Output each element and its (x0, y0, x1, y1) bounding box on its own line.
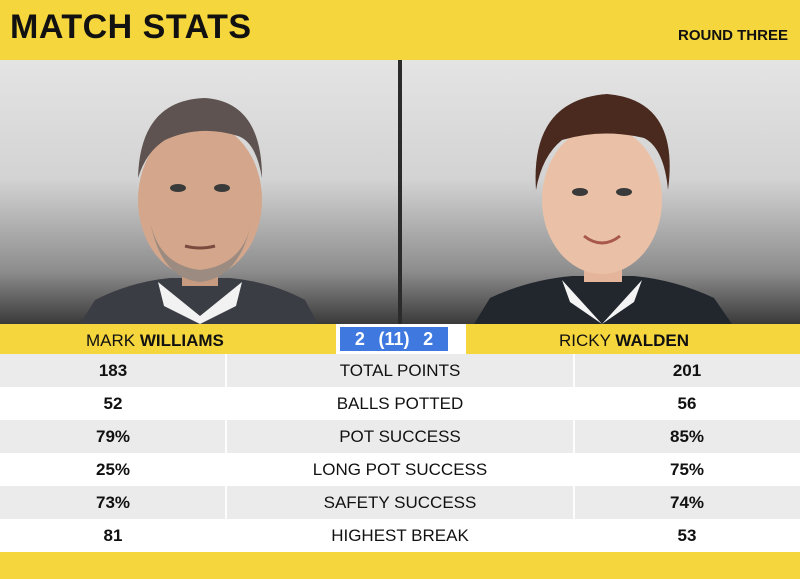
player-right-last-name: WALDEN (615, 331, 690, 350)
stat-right-value: 85% (669, 426, 705, 446)
player-left-first-name: MARK (86, 331, 136, 350)
player-left-portrait (80, 98, 318, 324)
stat-label: HIGHEST BREAK (331, 525, 469, 545)
player-right-name: RICKY WALDEN (559, 331, 689, 351)
player-left-name: MARK WILLIAMS (86, 331, 224, 351)
stat-row: 52 BALLS POTTED 56 (0, 387, 800, 420)
stat-right-value: 74% (669, 492, 705, 512)
stat-left-value: 73% (95, 492, 131, 512)
player-right-photo (402, 60, 800, 324)
stat-left-value: 25% (95, 459, 131, 479)
stat-left-value: 81 (103, 525, 123, 545)
stat-label: POT SUCCESS (339, 426, 461, 446)
stat-label: TOTAL POINTS (339, 360, 461, 380)
stats-table: 183 TOTAL POINTS 201 52 BALLS POTTED 56 … (0, 354, 800, 552)
player-right-first-name: RICKY (559, 331, 611, 350)
stat-right-value: 75% (669, 459, 705, 479)
stat-left-value: 52 (103, 393, 123, 413)
column-divider (225, 354, 227, 552)
score-left: 2 (354, 328, 365, 349)
score-box: 2 (11) 2 (336, 324, 466, 354)
stat-label: LONG POT SUCCESS (312, 459, 488, 479)
header-bar: MATCH STATS ROUND THREE (0, 0, 800, 60)
footer-bar (0, 552, 800, 579)
player-photos (0, 60, 800, 324)
column-divider (573, 354, 575, 552)
player-left-photo (0, 60, 398, 324)
round-label: ROUND THREE (677, 27, 788, 44)
stat-row: 183 TOTAL POINTS 201 (0, 354, 800, 387)
page-title: MATCH STATS (10, 8, 252, 46)
stat-right-value: 56 (677, 393, 697, 413)
photo-divider (398, 60, 402, 324)
stat-label: BALLS POTTED (336, 393, 464, 413)
stat-row: 73% SAFETY SUCCESS 74% (0, 486, 800, 519)
stat-row: 79% POT SUCCESS 85% (0, 420, 800, 453)
player-left-last-name: WILLIAMS (139, 331, 224, 350)
stat-label: SAFETY SUCCESS (323, 492, 477, 512)
player-right-portrait (474, 94, 732, 324)
stat-right-value: 201 (672, 360, 702, 380)
score-display: 2 (11) 2 (340, 327, 448, 351)
score-right: 2 (423, 328, 434, 349)
score-frames: (11) (378, 328, 410, 349)
stat-left-value: 79% (95, 426, 131, 446)
stat-row: 25% LONG POT SUCCESS 75% (0, 453, 800, 486)
stat-left-value: 183 (98, 360, 128, 380)
stat-row: 81 HIGHEST BREAK 53 (0, 519, 800, 552)
stat-right-value: 53 (677, 525, 697, 545)
